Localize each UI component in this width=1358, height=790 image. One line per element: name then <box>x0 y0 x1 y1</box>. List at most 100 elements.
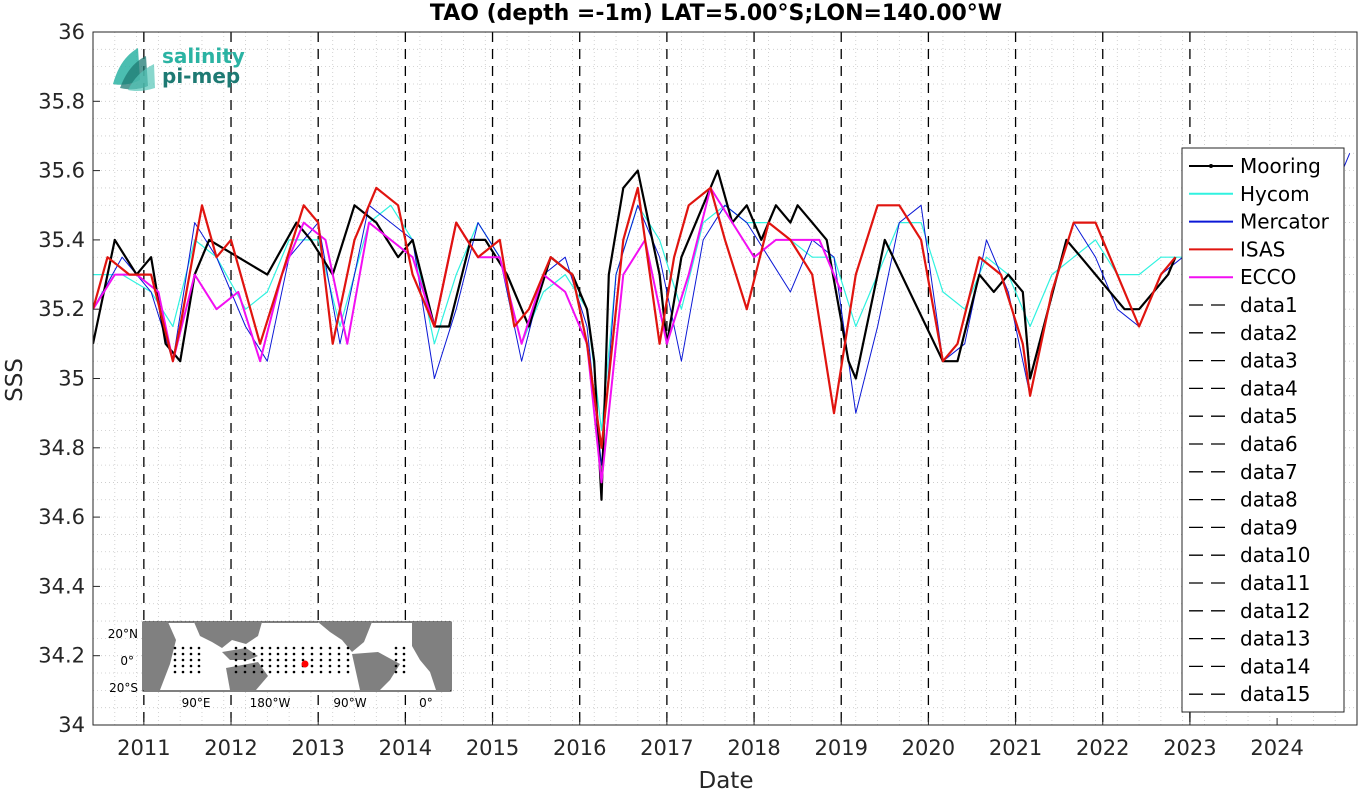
legend-label: data6 <box>1240 432 1298 456</box>
y-tick-label: 36 <box>58 20 85 44</box>
legend-label: data11 <box>1240 571 1311 595</box>
legend-label: data2 <box>1240 321 1298 345</box>
inset-mooring-dot <box>173 652 177 656</box>
inset-mooring-dot <box>181 658 185 662</box>
x-axis-ticks: 2011 2012 2013 2014 2015 2016 2017 2018 2019 2020… <box>117 718 1304 760</box>
inset-mooring-dot <box>189 652 193 656</box>
inset-mooring-dot <box>402 646 406 650</box>
inset-mooring-dot <box>292 670 296 674</box>
x-tick-label: 2014 <box>379 736 432 760</box>
inset-mooring-dot <box>394 664 398 668</box>
logo-text-salinity: salinity <box>162 44 245 68</box>
legend-label: data9 <box>1240 515 1298 539</box>
y-tick-label: 34.8 <box>38 436 85 460</box>
inset-mooring-dot <box>328 658 332 662</box>
series-line-hycom <box>93 204 1205 432</box>
inset-mooring-dot <box>328 646 332 650</box>
inset-mooring-dot <box>197 646 201 650</box>
inset-mooring-dot <box>328 664 332 668</box>
legend-label: data10 <box>1240 543 1311 567</box>
inset-mooring-dot <box>319 658 323 662</box>
legend-label: data14 <box>1240 654 1311 678</box>
x-tick-label: 2013 <box>291 736 344 760</box>
y-tick-label: 35.4 <box>38 228 85 252</box>
inset-mooring-dot <box>234 670 238 674</box>
legend-label: data13 <box>1240 627 1311 651</box>
inset-mooring-dot <box>276 664 280 668</box>
legend-label: data8 <box>1240 488 1298 512</box>
inset-mooring-dot <box>292 652 296 656</box>
y-tick-label: 34.2 <box>38 644 85 668</box>
inset-mooring-dot <box>394 670 398 674</box>
inset-mooring-dot <box>243 646 247 650</box>
inset-mooring-dot <box>189 646 193 650</box>
legend-label: data7 <box>1240 460 1298 484</box>
inset-mooring-dot <box>252 652 256 656</box>
inset-mooring-dot <box>189 658 193 662</box>
data-series <box>93 153 1351 501</box>
inset-mooring-dot <box>337 652 341 656</box>
inset-mooring-dot <box>243 670 247 674</box>
inset-mooring-dot <box>260 652 264 656</box>
y-tick-label: 35.8 <box>38 89 85 113</box>
x-tick-label: 2016 <box>553 736 606 760</box>
inset-mooring-dot <box>310 670 314 674</box>
inset-mooring-dot <box>234 664 238 668</box>
inset-mooring-dot <box>310 664 314 668</box>
inset-mooring-dot <box>402 664 406 668</box>
inset-lon-label-0: 0° <box>419 696 433 710</box>
inset-mooring-dot <box>301 652 305 656</box>
x-tick-label: 2015 <box>466 736 519 760</box>
legend: Mooring Hycom Mercator ISAS ECCO data1 data2 da… <box>1181 147 1345 713</box>
inset-map-land-north-america <box>318 622 372 652</box>
y-tick-label: 35 <box>58 367 85 391</box>
chart-title: TAO (depth =-1m) LAT=5.00°S;LON=140.00°W <box>430 1 1002 26</box>
inset-mooring-dot <box>268 664 272 668</box>
inset-lat-label-20s: 20°S <box>109 681 138 695</box>
inset-mooring-dot <box>276 670 280 674</box>
inset-mooring-dot <box>319 670 323 674</box>
x-tick-label: 2011 <box>117 736 170 760</box>
x-tick-label: 2017 <box>640 736 693 760</box>
logo-text-pi-mep: pi-mep <box>162 64 240 88</box>
inset-mooring-dot <box>284 652 288 656</box>
inset-mooring-dot <box>284 658 288 662</box>
inset-mooring-dot <box>301 658 305 662</box>
y-tick-label: 34 <box>58 713 85 737</box>
legend-label: data12 <box>1240 599 1311 623</box>
inset-mooring-dot <box>252 646 256 650</box>
inset-mooring-dot <box>394 646 398 650</box>
inset-map-land-africa-east <box>412 622 451 690</box>
inset-mooring-dot <box>292 658 296 662</box>
inset-mooring-dot <box>276 652 280 656</box>
legend-label: ECCO <box>1240 265 1296 289</box>
legend-label: ISAS <box>1240 237 1285 261</box>
inset-mooring-dot <box>260 658 264 662</box>
inset-mooring-dot <box>301 646 305 650</box>
inset-mooring-dot <box>268 652 272 656</box>
inset-mooring-dot <box>292 646 296 650</box>
inset-mooring-dot <box>319 646 323 650</box>
y-axis-label: SSS <box>2 358 28 402</box>
inset-mooring-dot <box>260 664 264 668</box>
inset-mooring-dot <box>181 652 185 656</box>
inset-mooring-dot <box>260 646 264 650</box>
inset-mooring-dot <box>310 658 314 662</box>
legend-label: Hycom <box>1240 182 1310 206</box>
inset-lon-label-90w: 90°W <box>333 696 366 710</box>
inset-mooring-dots <box>173 646 406 674</box>
inset-mooring-dot <box>301 670 305 674</box>
inset-mooring-dot <box>276 646 280 650</box>
inset-mooring-dot <box>173 646 177 650</box>
inset-mooring-dot <box>189 670 193 674</box>
inset-mooring-dot <box>346 670 350 674</box>
inset-mooring-dot <box>252 664 256 668</box>
inset-mooring-dot <box>346 664 350 668</box>
inset-mooring-dot <box>173 664 177 668</box>
inset-mooring-dot <box>181 664 185 668</box>
y-tick-label: 34.6 <box>38 505 85 529</box>
x-tick-label: 2024 <box>1250 736 1303 760</box>
inset-map-land-south-america <box>352 652 400 690</box>
y-tick-label: 35.2 <box>38 297 85 321</box>
